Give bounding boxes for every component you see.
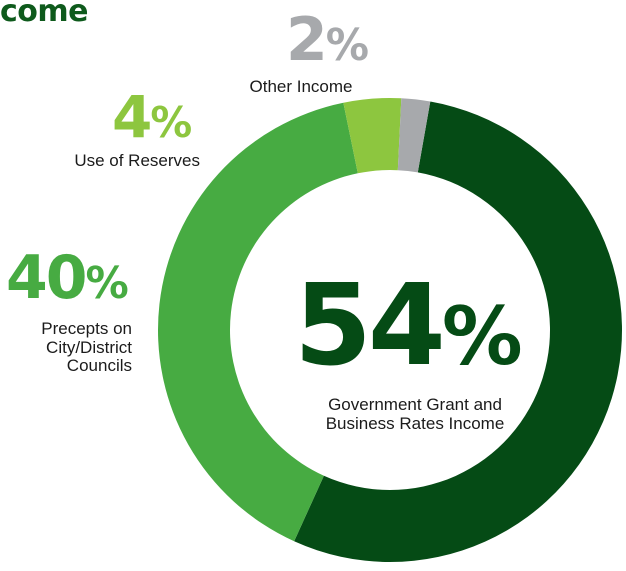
precepts-percent-symbol: % bbox=[85, 259, 129, 309]
reserves-percent-symbol: % bbox=[150, 98, 192, 147]
government-label-line-2: Business Rates Income bbox=[325, 413, 505, 433]
other-income-label: Other Income bbox=[228, 77, 374, 97]
reserves-percent-number: 4 bbox=[112, 83, 152, 151]
donut-slice-0 bbox=[294, 101, 623, 563]
precepts-percent-number: 40 bbox=[6, 243, 87, 313]
other-income-percent: 2% bbox=[286, 10, 369, 71]
government-label: Government Grant and Business Rates Inco… bbox=[283, 395, 547, 433]
chart-title: come bbox=[0, 0, 89, 29]
precepts-percent: 40% bbox=[6, 248, 129, 309]
government-percent: 54% bbox=[294, 270, 523, 384]
government-percent-number: 54 bbox=[294, 261, 446, 391]
other-income-percent-symbol: % bbox=[325, 21, 369, 71]
other-income-label-line: Other Income bbox=[249, 77, 353, 96]
donut-slice-3 bbox=[397, 98, 431, 173]
government-label-line-1: Government Grant and bbox=[328, 395, 502, 414]
precepts-label-line-1: Precepts on bbox=[41, 319, 132, 338]
reserves-percent: 4% bbox=[112, 88, 192, 147]
precepts-label: Precepts on City/District Councils bbox=[0, 319, 132, 376]
precepts-label-line-2: City/District bbox=[46, 337, 132, 357]
government-percent-symbol: % bbox=[441, 290, 523, 384]
reserves-label: Use of Reserves bbox=[20, 151, 200, 171]
other-income-percent-number: 2 bbox=[286, 5, 328, 75]
donut-slice-1 bbox=[158, 102, 358, 542]
reserves-label-line: Use of Reserves bbox=[74, 151, 200, 170]
donut-slice-2 bbox=[343, 98, 402, 174]
precepts-label-line-3: Councils bbox=[66, 356, 132, 376]
